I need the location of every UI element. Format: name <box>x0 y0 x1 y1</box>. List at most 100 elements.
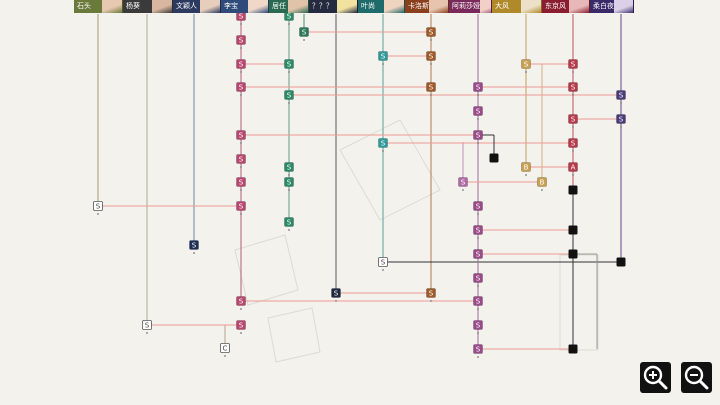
story-node[interactable]: S <box>426 288 436 302</box>
node-box[interactable] <box>521 162 531 172</box>
story-node[interactable]: S <box>236 82 246 96</box>
node-box[interactable] <box>284 162 294 172</box>
node-box[interactable] <box>473 273 483 283</box>
character-tab[interactable]: ？？？ <box>309 0 358 13</box>
node-box[interactable] <box>426 82 436 92</box>
node-box[interactable] <box>521 59 531 69</box>
node-box[interactable] <box>473 82 483 92</box>
node-box[interactable] <box>284 177 294 187</box>
story-node[interactable]: S <box>236 154 246 168</box>
node-box[interactable] <box>568 82 578 92</box>
node-box[interactable] <box>331 288 341 298</box>
story-node[interactable]: S <box>236 177 246 191</box>
zoom-in-button[interactable] <box>640 362 671 393</box>
story-node[interactable]: S <box>378 138 388 152</box>
story-node[interactable]: S <box>331 288 341 302</box>
story-node[interactable]: S <box>473 130 483 144</box>
story-node[interactable]: S <box>521 59 531 73</box>
node-box[interactable] <box>426 288 436 298</box>
node-box[interactable] <box>284 90 294 100</box>
node-box[interactable] <box>473 344 483 354</box>
story-node[interactable]: S <box>299 27 309 41</box>
node-box[interactable] <box>473 225 483 235</box>
story-node[interactable]: S <box>473 273 483 287</box>
node-box[interactable] <box>378 51 388 61</box>
story-node[interactable]: C <box>220 343 230 357</box>
node-box[interactable] <box>473 130 483 140</box>
story-node[interactable]: S <box>284 90 294 104</box>
story-node[interactable]: S <box>189 240 199 254</box>
node-box[interactable] <box>473 296 483 306</box>
character-tab[interactable]: 居任 <box>269 0 309 13</box>
story-node[interactable]: S <box>426 82 436 96</box>
zoom-out-button[interactable] <box>681 362 712 393</box>
story-node[interactable]: S <box>473 82 483 96</box>
character-tab[interactable]: 大风 <box>492 0 542 13</box>
node-box[interactable] <box>236 177 246 187</box>
story-node[interactable]: S <box>568 59 578 73</box>
story-node[interactable]: S <box>284 59 294 73</box>
story-node[interactable]: S <box>284 177 294 191</box>
story-node[interactable]: S <box>473 296 483 310</box>
story-node[interactable]: B <box>521 162 531 176</box>
story-node[interactable]: S <box>473 225 483 239</box>
character-tab[interactable]: 阿莉莎娅 <box>449 0 492 13</box>
node-box[interactable] <box>568 138 578 148</box>
story-node[interactable]: B <box>537 177 547 191</box>
character-tab[interactable]: 卡洛斯 <box>405 0 449 13</box>
story-node[interactable]: S <box>616 114 626 128</box>
node-box[interactable] <box>616 114 626 124</box>
node-box[interactable] <box>473 106 483 116</box>
node-box[interactable] <box>236 35 246 45</box>
node-box[interactable] <box>284 217 294 227</box>
node-box[interactable] <box>284 59 294 69</box>
choice-node[interactable] <box>616 257 626 267</box>
node-box[interactable] <box>458 177 468 187</box>
story-node[interactable]: S <box>284 162 294 176</box>
story-node[interactable]: S <box>568 82 578 96</box>
story-node[interactable]: S <box>284 217 294 231</box>
choice-node[interactable] <box>568 249 578 259</box>
node-box[interactable] <box>236 82 246 92</box>
node-box[interactable] <box>473 249 483 259</box>
character-tab[interactable]: 石头 <box>74 0 123 13</box>
node-box[interactable] <box>220 343 230 353</box>
choice-node[interactable] <box>489 153 499 163</box>
story-node[interactable]: S <box>236 35 246 49</box>
story-node[interactable]: S <box>236 59 246 73</box>
character-tab[interactable]: 叶尚 <box>358 0 405 13</box>
story-node[interactable]: S <box>236 296 246 310</box>
node-box[interactable] <box>236 59 246 69</box>
story-node[interactable]: S <box>473 344 483 358</box>
story-node[interactable]: A <box>568 162 578 176</box>
node-box[interactable] <box>236 154 246 164</box>
node-box[interactable] <box>568 59 578 69</box>
node-box[interactable] <box>473 320 483 330</box>
node-box[interactable] <box>236 201 246 211</box>
choice-node[interactable] <box>568 225 578 235</box>
character-tab[interactable]: 柔白夜 <box>590 0 634 13</box>
node-box[interactable] <box>473 201 483 211</box>
node-box[interactable] <box>142 320 152 330</box>
node-box[interactable] <box>616 90 626 100</box>
node-box[interactable] <box>378 138 388 148</box>
story-node[interactable]: S <box>473 320 483 334</box>
story-node[interactable]: S <box>458 177 468 191</box>
character-tab[interactable]: 文颖人 <box>173 0 221 13</box>
node-box[interactable] <box>568 114 578 124</box>
story-node[interactable]: S <box>426 51 436 65</box>
story-node[interactable]: S <box>236 320 246 334</box>
node-box[interactable] <box>189 240 199 250</box>
choice-node[interactable] <box>568 344 578 354</box>
story-node[interactable]: S <box>236 201 246 215</box>
story-node[interactable]: S <box>378 51 388 65</box>
choice-node[interactable] <box>568 185 578 195</box>
story-node[interactable]: S <box>568 114 578 128</box>
character-tab[interactable]: 东京风 <box>542 0 590 13</box>
node-box[interactable] <box>378 257 388 267</box>
node-box[interactable] <box>426 27 436 37</box>
node-box[interactable] <box>299 27 309 37</box>
character-tab[interactable]: 杨葵 <box>123 0 173 13</box>
story-node[interactable]: S <box>142 320 152 334</box>
character-tab[interactable]: 李宝 <box>221 0 269 13</box>
